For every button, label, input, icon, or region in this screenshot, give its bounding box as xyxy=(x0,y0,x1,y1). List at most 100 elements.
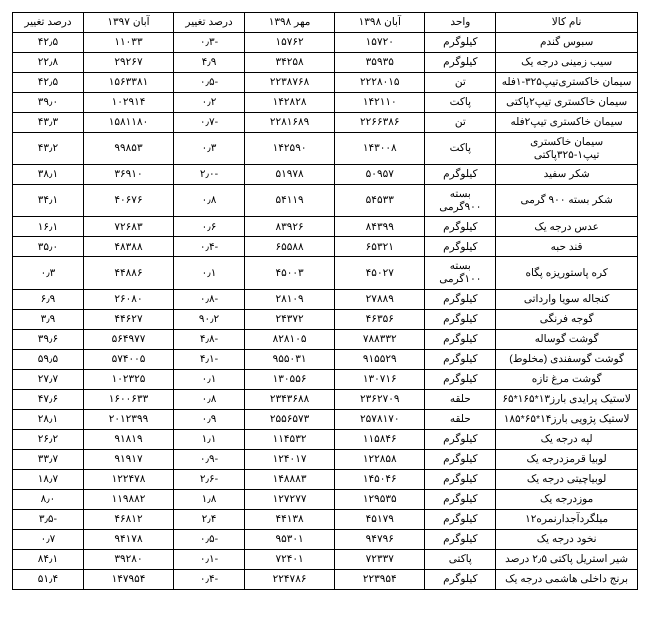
cell-name: گوجه فرنگی xyxy=(496,309,638,329)
cell-mehr98: ۲۲۸۱۶۸۹ xyxy=(244,113,334,133)
col-pct1: درصد تغییر xyxy=(174,13,245,33)
cell-mehr98: ۱۴۲۵۹۰ xyxy=(244,133,334,165)
cell-pct2: ۲۲٫۸ xyxy=(13,53,84,73)
cell-aban97: ۵۶۴۹۷۷ xyxy=(83,329,173,349)
cell-aban97: ۱۱۰۳۳ xyxy=(83,33,173,53)
cell-name: کنجاله سویا وارداتی xyxy=(496,289,638,309)
cell-name: سیمان خاکستری‌تیپ۳۲۵-۱فله xyxy=(496,73,638,93)
cell-mehr98: ۲۲۴۷۸۶ xyxy=(244,569,334,589)
cell-name: لاستیک پرایدی بارز۱۳*۱۶۵*۶۵ xyxy=(496,389,638,409)
cell-aban98: ۹۴۷۹۶ xyxy=(335,529,425,549)
cell-aban97: ۵۷۴۰۰۵ xyxy=(83,349,173,369)
cell-aban98: ۲۲۶۶۳۸۶ xyxy=(335,113,425,133)
cell-unit: کیلوگرم xyxy=(425,489,496,509)
cell-pct2: ۴۷٫۶ xyxy=(13,389,84,409)
cell-pct1: ۴٫۹ xyxy=(174,53,245,73)
cell-pct2: ۴۳٫۳ xyxy=(13,113,84,133)
cell-unit: کیلوگرم xyxy=(425,569,496,589)
cell-mehr98: ۲۲۳۸۷۶۸ xyxy=(244,73,334,93)
cell-pct1: ۰٫۱ xyxy=(174,257,245,289)
cell-mehr98: ۱۴۲۸۲۸ xyxy=(244,93,334,113)
cell-pct1: ۰٫۶ xyxy=(174,217,245,237)
table-row: برنج داخلی هاشمی درجه یککیلوگرم۲۲۳۹۵۴۲۲۴… xyxy=(13,569,638,589)
table-row: لوبیاچیتی درجه یککیلوگرم۱۴۵۰۴۶۱۴۸۸۸۳-۲٫۶… xyxy=(13,469,638,489)
cell-mehr98: ۱۲۴۰۱۷ xyxy=(244,449,334,469)
cell-aban98: ۷۸۸۳۳۲ xyxy=(335,329,425,349)
cell-unit: کیلوگرم xyxy=(425,509,496,529)
cell-aban98: ۱۴۲۱۱۰ xyxy=(335,93,425,113)
cell-pct1: ۲٫۴ xyxy=(174,509,245,529)
cell-aban97: ۱۴۷۹۵۴ xyxy=(83,569,173,589)
cell-aban98: ۹۱۵۵۲۹ xyxy=(335,349,425,369)
cell-name: سیمان خاکستری تیپ۲پاکتی xyxy=(496,93,638,113)
table-row: سیمان خاکستری تیپ۱-۳۲۵پاکتیپاکت۱۴۳۰۰۸۱۴۲… xyxy=(13,133,638,165)
cell-pct1: -۰٫۹ xyxy=(174,449,245,469)
cell-mehr98: ۱۵۷۶۲ xyxy=(244,33,334,53)
cell-pct2: ۳۹٫۰ xyxy=(13,93,84,113)
table-row: لاستیک پرایدی بارز۱۳*۱۶۵*۶۵حلقه۲۳۶۲۷۰۹۲۳… xyxy=(13,389,638,409)
cell-pct1: ۰٫۲ xyxy=(174,93,245,113)
cell-aban97: ۴۸۳۸۸ xyxy=(83,237,173,257)
cell-mehr98: ۱۲۷۲۷۷ xyxy=(244,489,334,509)
cell-aban97: ۳۹۲۸۰ xyxy=(83,549,173,569)
cell-name: برنج داخلی هاشمی درجه یک xyxy=(496,569,638,589)
cell-pct1: -۴٫۱ xyxy=(174,349,245,369)
cell-aban97: ۱۱۹۸۸۲ xyxy=(83,489,173,509)
cell-mehr98: ۵۴۱۱۹ xyxy=(244,185,334,217)
cell-pct2: ۸٫۰ xyxy=(13,489,84,509)
cell-aban97: ۴۰۶۷۶ xyxy=(83,185,173,217)
cell-name: موزدرجه یک xyxy=(496,489,638,509)
cell-mehr98: ۴۵۰۰۳ xyxy=(244,257,334,289)
cell-unit: تن xyxy=(425,73,496,93)
cell-mehr98: ۹۵۵۰۳۱ xyxy=(244,349,334,369)
cell-name: نخود درجه یک xyxy=(496,529,638,549)
cell-mehr98: ۲۸۱۰۹ xyxy=(244,289,334,309)
cell-pct1: ۰٫۹ xyxy=(174,409,245,429)
table-row: عدس درجه یککیلوگرم۸۴۳۹۹۸۳۹۲۶۰٫۶۷۲۶۸۳۱۶٫۱ xyxy=(13,217,638,237)
cell-unit: کیلوگرم xyxy=(425,349,496,369)
cell-mehr98: ۷۲۴۰۱ xyxy=(244,549,334,569)
cell-pct2: ۴۲٫۵ xyxy=(13,73,84,93)
cell-pct2: ۱۶٫۱ xyxy=(13,217,84,237)
cell-aban97: ۹۴۱۷۸ xyxy=(83,529,173,549)
cell-pct1: -۰٫۳ xyxy=(174,33,245,53)
cell-pct1: -۴٫۸ xyxy=(174,329,245,349)
cell-unit: کیلوگرم xyxy=(425,429,496,449)
cell-mehr98: ۸۳۹۲۶ xyxy=(244,217,334,237)
cell-aban98: ۱۵۷۲۰ xyxy=(335,33,425,53)
cell-pct1: -۲٫۰ xyxy=(174,165,245,185)
cell-pct1: ۰٫۱ xyxy=(174,369,245,389)
cell-aban97: ۱۵۶۳۳۸۱ xyxy=(83,73,173,93)
cell-mehr98: ۸۲۸۱۰۵ xyxy=(244,329,334,349)
cell-pct2: ۵۹٫۵ xyxy=(13,349,84,369)
cell-unit: کیلوگرم xyxy=(425,33,496,53)
cell-name: قند حبه xyxy=(496,237,638,257)
cell-pct2: ۳٫۹ xyxy=(13,309,84,329)
table-row: سبوس گندمکیلوگرم۱۵۷۲۰۱۵۷۶۲-۰٫۳۱۱۰۳۳۴۲٫۵ xyxy=(13,33,638,53)
table-row: لوبیا قرمزدرجه یککیلوگرم۱۲۲۸۵۸۱۲۴۰۱۷-۰٫۹… xyxy=(13,449,638,469)
cell-aban97: ۱۰۲۹۱۴ xyxy=(83,93,173,113)
cell-aban98: ۱۲۲۸۵۸ xyxy=(335,449,425,469)
cell-pct1: -۰٫۵ xyxy=(174,73,245,93)
cell-name: گوشت گوسفندی (مخلوط) xyxy=(496,349,638,369)
cell-aban98: ۲۵۷۸۱۷۰ xyxy=(335,409,425,429)
cell-aban97: ۴۴۶۲۷ xyxy=(83,309,173,329)
cell-pct2: ۳۳٫۷ xyxy=(13,449,84,469)
cell-pct2: ۲۸٫۱ xyxy=(13,409,84,429)
cell-aban97: ۹۱۹۱۷ xyxy=(83,449,173,469)
table-row: گوجه فرنگیکیلوگرم۴۶۳۵۶۲۴۳۷۲۹۰٫۲۴۴۶۲۷۳٫۹ xyxy=(13,309,638,329)
cell-pct2: ۳۵٫۰ xyxy=(13,237,84,257)
table-row: سیمان خاکستری تیپ۲پاکتیپاکت۱۴۲۱۱۰۱۴۲۸۲۸۰… xyxy=(13,93,638,113)
table-row: موزدرجه یککیلوگرم۱۲۹۵۳۵۱۲۷۲۷۷۱٫۸۱۱۹۸۸۲۸٫… xyxy=(13,489,638,509)
cell-mehr98: ۱۴۸۸۸۳ xyxy=(244,469,334,489)
table-row: قند حبهکیلوگرم۶۵۳۲۱۶۵۵۸۸-۰٫۴۴۸۳۸۸۳۵٫۰ xyxy=(13,237,638,257)
cell-name: سیمان خاکستری تیپ۱-۳۲۵پاکتی xyxy=(496,133,638,165)
table-row: شکر بسته ۹۰۰ گرمیبسته ۹۰۰گرمی۵۴۵۳۳۵۴۱۱۹۰… xyxy=(13,185,638,217)
col-unit: واحد xyxy=(425,13,496,33)
cell-unit: کیلوگرم xyxy=(425,309,496,329)
cell-unit: کیلوگرم xyxy=(425,165,496,185)
cell-mehr98: ۲۳۴۳۶۸۸ xyxy=(244,389,334,409)
cell-pct2: -۳٫۵ xyxy=(13,509,84,529)
cell-name: لپه درجه یک xyxy=(496,429,638,449)
cell-pct2: ۴۳٫۲ xyxy=(13,133,84,165)
